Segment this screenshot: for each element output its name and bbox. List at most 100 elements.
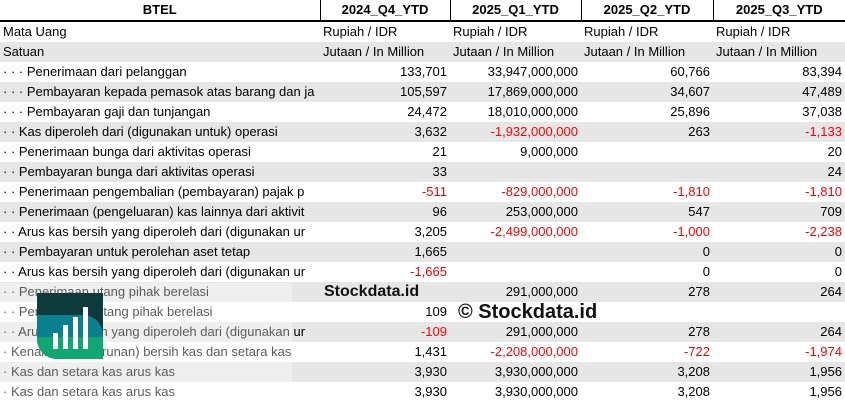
cell-value: 3,930,000,000 [494,384,578,399]
cell-value: 3,930 [414,384,447,399]
cell-value: -1,810 [673,184,710,199]
table-row: · · Penerimaan bunga dari aktivitas oper… [0,142,845,162]
row-label: · · · Pembayaran gaji dan tunjangan [3,104,211,119]
cell-value: Jutaan / In Million [450,42,581,62]
stockdata-logo-icon [37,293,103,359]
cell-value: 3,208 [677,384,710,399]
cell-value: 9,000,000 [520,144,578,159]
cell-value [450,242,581,262]
row-label: · Kas dan setara kas arus kas [3,384,175,399]
cell-value: 291,000,000 [450,282,581,302]
table-row: · · Arus kas bersih yang diperoleh dari … [0,222,845,242]
cell-value: 264 [713,322,845,342]
column-header: 2025_Q2_YTD [581,0,714,22]
cell-value: -1,810 [805,184,842,199]
cell-value: 263 [581,122,713,142]
cell-value: Rupiah / IDR [716,24,791,39]
cell-value: 547 [581,202,713,222]
cell-value: 0 [702,264,710,279]
cell-value: Jutaan / In Million [320,42,450,62]
cell-value [581,162,713,182]
row-label: · · Pembayaran bunga dari aktivitas oper… [0,162,320,182]
table-row: · Kas dan setara kas arus kas 3,930 3,930,… [0,382,845,402]
cell-value [450,162,581,182]
cell-value: 0 [713,242,845,262]
cell-value: -2,208,000,000 [490,344,578,359]
cell-value: 83,394 [802,64,842,79]
cell-value: -109 [320,322,450,342]
cell-value: -1,932,000,000 [450,122,581,142]
cell-value [581,142,713,162]
table-row: · Kas dan setara kas arus kas 3,930 3,930,… [0,362,845,382]
row-label: Mata Uang [3,24,67,39]
table-row: · · · Pembayaran gaji dan tunjangan 24,47… [0,102,845,122]
cell-value: 109 [425,304,447,319]
table-row: · · Penerimaan pengembalian (pembayaran)… [0,182,845,202]
cell-value: 1,431 [414,344,447,359]
column-header: 2025_Q3_YTD [713,0,845,22]
cell-value: 24,472 [407,104,447,119]
meta-row: Mata Uang Rupiah / IDR Rupiah / IDR Rupiah … [0,21,845,42]
cell-value: 264 [713,282,845,302]
cell-value: Stockdata.id [320,282,450,302]
row-label: · Kas dan setara kas arus kas [0,362,320,382]
cell-value: -1,665 [410,264,447,279]
table-row: · · Pembayaran bunga dari aktivitas oper… [0,162,845,182]
cell-value: 1,665 [320,242,450,262]
cell-value: 291,000,000 [450,322,581,342]
cell-value: 33,947,000,000 [487,64,578,79]
cell-value: 133,701 [400,64,447,79]
cell-value: 0 [834,264,842,279]
cell-value: 3,205 [414,224,447,239]
table-row: · · Penerimaan utang pihak berelasi Stock… [0,282,845,302]
cell-value: 34,607 [581,82,713,102]
row-label: · · · Penerimaan dari pelanggan [3,64,187,79]
cell-value: 1,956 [713,362,845,382]
cell-value: 60,766 [670,64,710,79]
cell-value: 96 [320,202,450,222]
row-label: · · Penerimaan (pengeluaran) kas lainnya… [0,202,320,222]
cell-value: -1,000 [673,224,710,239]
cell-value [581,302,713,322]
cell-value: 0 [581,242,713,262]
cell-value: 3,930 [320,362,450,382]
cell-value: 25,896 [670,104,710,119]
cell-value: 1,956 [809,384,842,399]
cell-value: 105,597 [320,82,450,102]
table-row: · · Penerimaan (pengeluaran) kas lainnya… [0,202,845,222]
cell-value: 37,038 [802,104,842,119]
cell-value: 278 [581,282,713,302]
row-label: · · Penerimaan bunga dari aktivitas oper… [3,144,251,159]
column-header: 2024_Q4_YTD [320,0,451,22]
cell-value: 21 [432,144,447,159]
cell-value: 278 [581,322,713,342]
copyright-watermark: © Stockdata.id [458,301,598,323]
cell-value: -1,133 [713,122,845,142]
cell-value: -722 [683,344,710,359]
cell-value: 3,930,000,000 [450,362,581,382]
table-row: · · · Pembayaran kepada pemasok atas bar… [0,82,845,102]
cell-value: -2,499,000,000 [490,224,578,239]
row-label: · · Arus kas bersih yang diperoleh dari … [3,224,306,239]
cell-value: -2,238 [805,224,842,239]
cell-value: 47,489 [713,82,845,102]
cell-value: -511 [421,184,447,199]
table-row: · · Arus kas bersih yang diperoleh dari … [0,322,845,342]
meta-row: Satuan Jutaan / In Million Jutaan / In Mil… [0,42,845,62]
cell-value: 24 [713,162,845,182]
cell-value: 33 [320,162,450,182]
row-label: · · Arus kas bersih yang diperoleh dari … [3,264,306,279]
cell-value: Rupiah / IDR [584,24,659,39]
row-label: · · Kas diperoleh dari (digunakan untuk)… [0,122,320,142]
cell-value [713,302,845,322]
cell-value: 3,208 [581,362,713,382]
cell-value: 709 [713,202,845,222]
cell-value: 18,010,000,000 [487,104,578,119]
cell-value [450,262,581,282]
cell-value: 253,000,000 [450,202,581,222]
table-row: · · · Penerimaan dari pelanggan 133,701 33… [0,62,845,82]
table-row: · · Pembayaran utang pihak berelasi 109 © … [0,302,845,322]
logo-text: Stockdata.id [324,283,420,300]
row-label: · · · Pembayaran kepada pemasok atas bar… [0,82,320,102]
